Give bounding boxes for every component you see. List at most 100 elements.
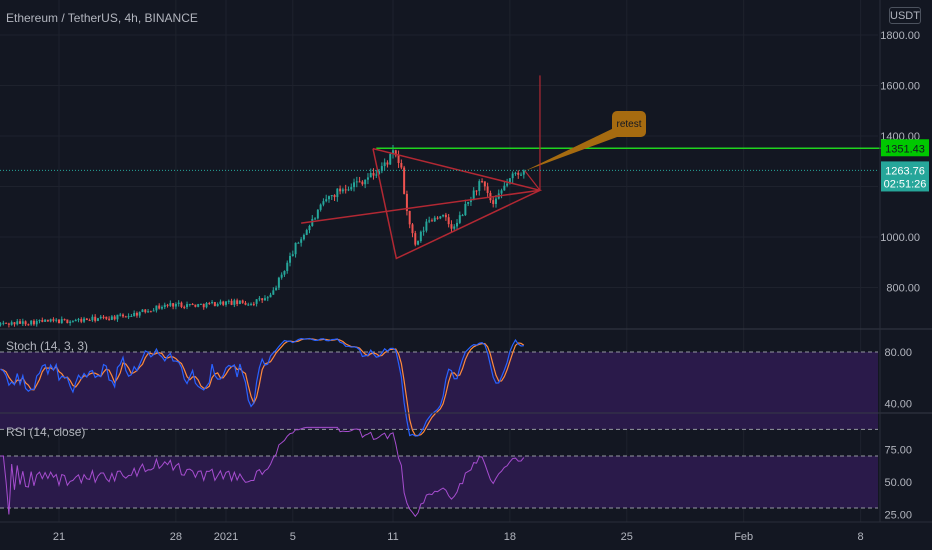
- candle-body: [355, 181, 358, 183]
- candle-body: [386, 162, 389, 165]
- stoch-label[interactable]: Stoch (14, 3, 3): [6, 339, 89, 353]
- candle-body: [475, 190, 478, 192]
- candle-body: [66, 319, 69, 324]
- candle-body: [227, 300, 230, 302]
- candle-body: [305, 230, 308, 235]
- candle-body: [302, 234, 305, 240]
- candle-body: [172, 303, 175, 307]
- grid: [0, 0, 878, 522]
- candle-body: [188, 303, 191, 305]
- candle-body: [472, 190, 475, 201]
- candle-body: [0, 323, 2, 325]
- candle-body: [380, 166, 383, 172]
- candle-body: [122, 314, 125, 317]
- candle-body: [152, 310, 155, 312]
- candle-body: [344, 189, 347, 191]
- candle-body: [177, 302, 180, 304]
- candle-body: [21, 321, 24, 324]
- projection-line[interactable]: [524, 170, 541, 191]
- price-tick: 800.00: [886, 283, 920, 295]
- candle-body: [316, 209, 319, 219]
- candle-body: [205, 303, 208, 308]
- candle-body: [144, 309, 147, 313]
- candle-body: [222, 301, 225, 305]
- candle-body: [208, 303, 211, 305]
- candle-body: [336, 188, 339, 198]
- candle-body: [258, 298, 261, 300]
- candle-body: [99, 316, 102, 319]
- symbol-title[interactable]: Ethereum / TetherUS, 4h, BINANCE: [6, 11, 198, 25]
- candle-body: [469, 200, 472, 202]
- candle-body: [127, 316, 130, 318]
- candle-body: [417, 241, 420, 245]
- candle-body: [166, 304, 169, 306]
- callout-box[interactable]: [612, 111, 646, 137]
- candle-body: [403, 167, 406, 194]
- candle-body: [266, 297, 269, 299]
- candle-body: [483, 181, 486, 187]
- candle-body: [444, 214, 447, 218]
- candle-body: [486, 186, 489, 193]
- candle-body: [314, 218, 317, 220]
- time-axis[interactable]: 21 28 2021 5 11 18 25 Feb 8: [53, 531, 864, 543]
- candle-body: [366, 177, 369, 180]
- candle-body: [174, 303, 177, 307]
- candle-body: [225, 301, 227, 305]
- triangle-mid-line[interactable]: [301, 189, 541, 224]
- candle-body: [327, 196, 330, 200]
- candle-body: [353, 182, 356, 188]
- candle-body: [358, 181, 361, 183]
- candle-body: [80, 319, 83, 322]
- drawings[interactable]: retest: [301, 75, 928, 260]
- candle-body: [311, 218, 314, 226]
- candle-body: [405, 193, 408, 211]
- candle-body: [494, 198, 497, 204]
- stoch-axis[interactable]: 40.00 80.00: [884, 347, 912, 411]
- candle-body: [269, 294, 272, 298]
- candle-body: [308, 225, 311, 231]
- candle-body: [464, 203, 467, 216]
- candle-body: [88, 320, 91, 322]
- candle-body: [5, 322, 8, 324]
- candle-body: [347, 189, 350, 191]
- time-tick: 21: [53, 531, 65, 543]
- candle-body: [430, 220, 433, 222]
- candle-body: [96, 318, 99, 321]
- candle-body: [102, 316, 105, 318]
- candle-body: [105, 316, 108, 319]
- rsi-label[interactable]: RSI (14, close): [6, 425, 86, 439]
- candle-body: [447, 217, 450, 225]
- stoch-k-line: [0, 337, 524, 437]
- candle-body: [364, 179, 367, 185]
- rsi-tick: 75.00: [884, 445, 912, 457]
- candle-body: [442, 214, 445, 217]
- candle-body: [333, 195, 336, 198]
- candle-body: [300, 239, 303, 243]
- time-tick: 18: [504, 531, 516, 543]
- triangle-drawing[interactable]: [372, 147, 543, 260]
- stoch-band-fill: [0, 352, 878, 430]
- candle-body: [160, 307, 163, 309]
- price-tick: 1600.00: [880, 81, 920, 93]
- candle-body: [280, 274, 283, 278]
- candle-body: [439, 216, 442, 219]
- candle-body: [191, 303, 194, 305]
- candle-body: [10, 322, 13, 325]
- candle-body: [322, 201, 325, 205]
- candle-body: [238, 300, 241, 304]
- candle-body: [428, 220, 431, 222]
- candle-body: [32, 320, 35, 325]
- candle-body: [419, 231, 422, 242]
- candle-body: [91, 316, 94, 321]
- candle-body: [433, 217, 436, 222]
- candle-body: [520, 174, 523, 176]
- rsi-axis[interactable]: 25.00 50.00 75.00: [884, 445, 912, 522]
- candle-body: [383, 162, 386, 167]
- candle-body: [361, 181, 364, 185]
- candle-body: [63, 319, 66, 321]
- price-badge-text: 1351.43: [885, 143, 925, 155]
- candle-body: [44, 319, 47, 322]
- currency-label[interactable]: USDT: [889, 7, 921, 24]
- candle-body: [378, 171, 381, 175]
- candle-body: [149, 311, 152, 313]
